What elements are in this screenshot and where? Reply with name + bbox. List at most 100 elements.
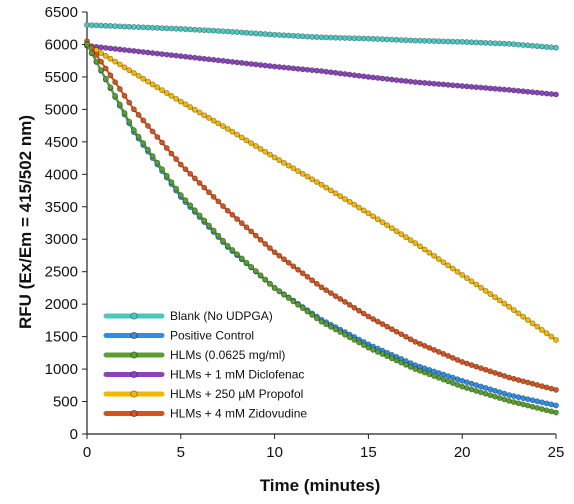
legend-swatch-marker: [130, 312, 138, 320]
series-point: [553, 402, 559, 409]
series-point: [510, 307, 517, 313]
series-point: [543, 400, 550, 407]
series-point: [135, 72, 142, 79]
y-tick-label: 3000: [45, 231, 78, 248]
series-point: [379, 75, 386, 82]
series-point: [196, 180, 203, 186]
series-point: [149, 81, 156, 88]
series-point: [285, 259, 292, 266]
series-point: [140, 75, 147, 82]
series-point: [290, 298, 297, 305]
series-point: [229, 58, 236, 65]
series-point: [323, 184, 330, 191]
series-point: [248, 61, 255, 67]
y-tick-label: 0: [70, 426, 78, 443]
series-point: [281, 64, 287, 71]
series-point: [407, 364, 414, 370]
series-point: [248, 228, 255, 235]
series-point: [163, 172, 170, 179]
legend-swatch-marker: [130, 390, 138, 398]
series-point: [370, 213, 376, 220]
y-tick-label: 2000: [45, 296, 78, 313]
legend-swatch-marker: [130, 409, 138, 418]
series-point: [262, 148, 269, 155]
series-point: [281, 256, 287, 263]
series-point: [177, 161, 184, 168]
legend-label: HLMs + 1 mM Diclofenac: [170, 368, 304, 382]
y-tick-label: 1000: [45, 361, 78, 378]
series-point: [332, 190, 339, 197]
series-point: [130, 127, 137, 134]
series-point: [524, 396, 531, 403]
legend-label: HLMs + 250 µM Propofol: [170, 387, 303, 401]
series-layer: [84, 22, 559, 416]
series-point: [309, 67, 316, 74]
series-point: [267, 63, 273, 69]
series-point: [98, 67, 104, 74]
series-point: [271, 63, 278, 70]
series-point: [234, 251, 240, 258]
series-point: [290, 165, 297, 172]
series-point: [421, 342, 428, 349]
series-point: [407, 336, 414, 343]
series-point: [548, 385, 555, 392]
series-point: [337, 70, 344, 77]
series-point: [145, 123, 151, 129]
series-point: [553, 44, 559, 51]
y-tick-label: 4000: [45, 166, 78, 183]
series-point: [257, 272, 264, 279]
series-point: [487, 368, 494, 375]
legend-label: HLMs (0.0625 mg/ml): [170, 348, 285, 362]
series-point: [135, 133, 142, 140]
series-point: [529, 403, 536, 410]
series-point: [346, 198, 353, 205]
series-point: [159, 87, 165, 94]
series-point: [182, 197, 189, 204]
series-point: [548, 401, 555, 408]
legend-swatch-marker: [130, 331, 138, 340]
series-point: [210, 193, 217, 200]
series-point: [177, 53, 184, 60]
series-point: [224, 125, 231, 132]
series-point: [360, 73, 367, 80]
series-point: [313, 67, 320, 74]
series-point: [304, 273, 311, 280]
series-point: [295, 266, 301, 273]
series-point: [229, 211, 236, 218]
series-point: [445, 373, 452, 379]
series-point: [360, 207, 367, 214]
series-point: [210, 227, 217, 234]
series-point: [388, 355, 395, 362]
series-point: [534, 89, 541, 96]
series-point: [515, 310, 522, 317]
series-point: [276, 288, 283, 295]
series-point: [276, 252, 283, 259]
legend-swatch-marker: [130, 351, 138, 359]
series-2: [84, 41, 559, 416]
series-point: [126, 118, 133, 125]
series-point: [177, 192, 184, 198]
series-point: [276, 64, 283, 70]
series-point: [346, 301, 353, 308]
series-point: [257, 145, 264, 152]
series-point: [492, 369, 498, 376]
series-point: [112, 58, 119, 65]
series-point: [215, 57, 222, 64]
series-point: [478, 284, 484, 291]
series-point: [384, 323, 391, 330]
series-point: [534, 398, 541, 405]
legend-item: HLMs (0.0625 mg/ml): [103, 348, 285, 362]
series-point: [417, 243, 423, 250]
series-point: [435, 348, 442, 355]
series-point: [102, 52, 109, 59]
series-point: [238, 220, 245, 227]
series-point: [182, 101, 189, 108]
series-point: [295, 168, 301, 174]
series-point: [342, 71, 348, 77]
series-point: [337, 329, 344, 335]
series-point: [501, 300, 508, 307]
series-point: [379, 351, 386, 357]
series-point: [248, 263, 255, 270]
